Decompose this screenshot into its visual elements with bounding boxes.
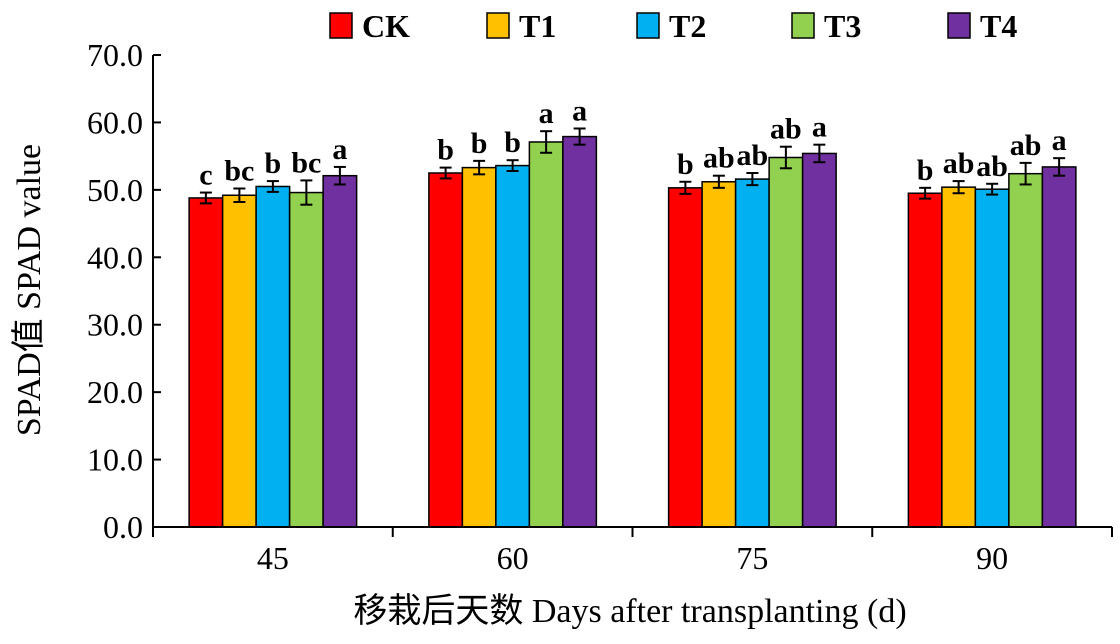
y-axis-label: SPAD值 SPAD value: [10, 144, 48, 436]
bar-t4-60: [562, 135, 598, 528]
error-bars: [199, 127, 1066, 206]
sig-label-ck-60: b: [437, 134, 454, 167]
y-tick-label: 0.0: [103, 509, 143, 545]
y-tick-label: 50.0: [87, 172, 143, 208]
bar-t4-75: [801, 152, 837, 528]
x-tick-label: 60: [497, 540, 529, 576]
legend: CK T1 T2 T3 T4: [329, 8, 1017, 44]
bar-ck-75: [667, 187, 703, 528]
bar-ck-90: [907, 192, 943, 528]
legend-label-t3: T3: [824, 8, 861, 44]
bar-t2-90: [974, 188, 1010, 528]
x-tick-label: 45: [257, 540, 289, 576]
y-tick-label: 30.0: [87, 307, 143, 343]
sig-label-t3-90: ab: [1010, 129, 1042, 162]
bar-t1-90: [941, 186, 977, 528]
x-axis-label: 移栽后天数 Days after transplanting (d): [353, 592, 906, 630]
bar-t1-75: [701, 181, 737, 528]
y-tick-label: 20.0: [87, 374, 143, 410]
sig-label-t3-60: a: [539, 97, 554, 130]
legend-swatch-ck: [329, 12, 353, 39]
axes: 0.0 10.0 20.0 30.0 40.0 50.0 60.0 70.0 45 60 75 90: [87, 37, 1113, 576]
bar-t1-60: [461, 166, 497, 528]
bar-t4-90: [1041, 166, 1077, 528]
sig-label-t1-75: ab: [703, 142, 735, 175]
sig-label-t4-90: a: [1052, 124, 1067, 157]
bar-t1-45: [221, 194, 257, 528]
bar-t2-60: [495, 164, 531, 528]
bars: [188, 135, 1077, 528]
legend-swatch-t3: [791, 12, 815, 39]
sig-label-t4-45: a: [332, 133, 347, 166]
bar-t3-90: [1008, 172, 1044, 528]
sig-label-ck-75: b: [677, 148, 694, 181]
legend-label-t4: T4: [980, 8, 1017, 44]
sig-label-t2-75: ab: [737, 139, 769, 172]
x-tick-label: 90: [976, 540, 1008, 576]
y-tick-label: 60.0: [87, 104, 143, 140]
bar-t4-45: [322, 174, 358, 528]
sig-label-t1-60: b: [471, 127, 488, 160]
bar-t3-75: [768, 156, 804, 528]
bar-t2-75: [734, 178, 770, 528]
legend-swatch-t2: [636, 12, 660, 39]
bar-t3-45: [288, 191, 324, 528]
bar-ck-60: [428, 172, 464, 528]
sig-label-t2-45: b: [265, 147, 282, 180]
legend-label-ck: CK: [362, 8, 410, 44]
y-tick-label: 10.0: [87, 442, 143, 478]
sig-label-t4-60: a: [572, 94, 587, 127]
x-tick-label: 75: [736, 540, 768, 576]
legend-swatch-t4: [947, 12, 971, 39]
y-tick-label: 70.0: [87, 37, 143, 73]
sig-label-t3-75: ab: [770, 113, 802, 146]
y-tick-label: 40.0: [87, 239, 143, 275]
bar-t2-45: [255, 185, 291, 528]
sig-label-t4-75: a: [812, 111, 827, 144]
sig-label-t3-45: bc: [291, 146, 321, 179]
sig-label-t2-90: ab: [976, 150, 1008, 183]
bar-t3-60: [528, 141, 564, 528]
legend-label-t1: T1: [519, 8, 556, 44]
legend-swatch-t1: [486, 12, 510, 39]
legend-label-t2: T2: [669, 8, 706, 44]
sig-label-t1-90: ab: [943, 147, 975, 180]
sig-label-t2-60: b: [504, 126, 521, 159]
bar-ck-45: [188, 197, 224, 528]
sig-label-ck-90: b: [917, 154, 934, 187]
sig-label-t1-45: bc: [224, 155, 254, 188]
sig-label-ck-45: c: [199, 159, 212, 192]
